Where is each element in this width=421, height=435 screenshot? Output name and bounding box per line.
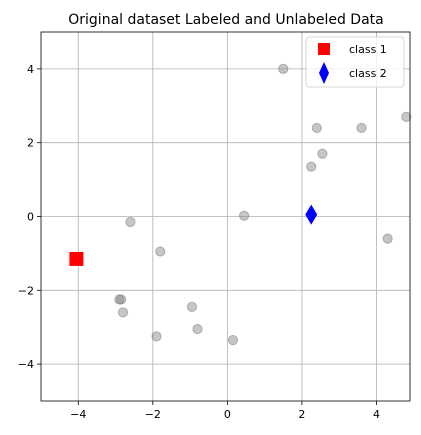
legend-label-class-2: class 2 — [349, 67, 387, 80]
chart-title: Original dataset Labeled and Unlabeled D… — [68, 12, 383, 28]
unlabeled-point — [311, 122, 322, 134]
unlabeled-point — [151, 331, 162, 342]
unlabeled-point — [278, 63, 289, 75]
unlabeled-point — [306, 161, 317, 172]
x-tick-label: 2 — [298, 408, 305, 421]
unlabeled-point — [401, 111, 412, 122]
legend-label-class-1: class 1 — [349, 43, 387, 56]
x-tick-label: −2 — [145, 408, 161, 421]
legend-marker-class-2 — [319, 62, 329, 84]
legend: class 1 class 2 — [305, 36, 405, 88]
unlabeled-point — [239, 210, 250, 221]
axis-ticks: −4 −2 0 2 4 −4 −2 0 2 4 — [18, 63, 380, 421]
x-tick-label: −4 — [70, 408, 86, 421]
y-tick-label: −2 — [18, 284, 34, 297]
unlabeled-point — [117, 307, 129, 318]
unlabeled-point — [155, 246, 166, 257]
y-tick-label: 2 — [27, 137, 34, 150]
y-tick-label: −4 — [18, 358, 34, 371]
legend-marker-class-1 — [318, 43, 330, 55]
unlabeled-point — [186, 301, 198, 313]
unlabeled-point — [116, 294, 127, 305]
x-tick-label: 4 — [373, 408, 380, 421]
plot-frame — [40, 31, 411, 402]
unlabeled-point — [356, 122, 367, 134]
x-tick-label: 0 — [224, 408, 231, 421]
unlabeled-point — [227, 335, 239, 346]
y-tick-label: 4 — [27, 63, 34, 76]
unlabeled-point — [192, 323, 203, 335]
data-points — [69, 63, 412, 346]
unlabeled-point — [317, 148, 328, 159]
legend-box — [305, 36, 405, 88]
class-1-point — [69, 251, 84, 266]
class-2-point — [305, 204, 318, 225]
unlabeled-point — [382, 233, 393, 244]
y-tick-label: 0 — [27, 211, 34, 224]
unlabeled-point — [125, 216, 136, 228]
